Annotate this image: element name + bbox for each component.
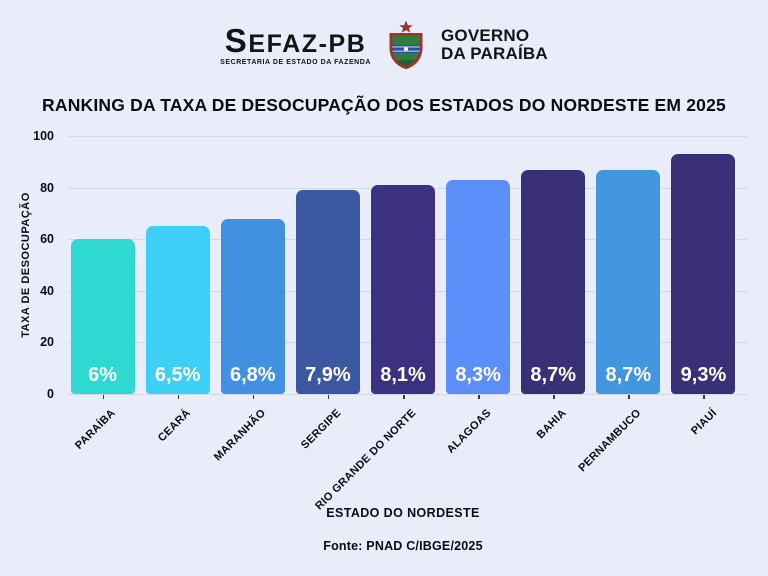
sefaz-pb-subtitle: SECRETARIA DE ESTADO DA FAZENDA [220, 59, 371, 66]
source-note: Fonte: PNAD C/IBGE/2025 [323, 539, 483, 553]
bar-value-paraiba: 6% [88, 364, 117, 386]
gridline-100 [68, 136, 747, 137]
x-tick-paraiba [102, 395, 105, 399]
x-tick-rio-grande-do-norte [403, 395, 405, 399]
bar-value-rio-grande-do-norte: 8,1% [380, 364, 426, 386]
x-tick-bahia [553, 395, 555, 399]
x-axis-title: ESTADO DO NORDESTE [326, 506, 480, 520]
bar-maranhao [220, 218, 285, 394]
x-tick-maranhao [252, 395, 255, 399]
bar-bahia [521, 169, 586, 394]
x-tick-ceara [177, 395, 180, 399]
paraiba-coat-of-arms-icon [389, 20, 423, 70]
x-label-bahia: BAHIA [534, 407, 569, 442]
governo-line2: DA PARAÍBA [441, 44, 548, 63]
bar-ceara [145, 226, 210, 394]
y-tick-label-20: 20 [40, 335, 54, 350]
bar-piaui [671, 154, 736, 394]
bar-alagoas [446, 179, 511, 394]
sefaz-pb-logo: SEFAZ-PB SECRETARIA DE ESTADO DA FAZENDA [220, 24, 371, 66]
sefaz-pb-wordmark: SEFAZ-PB [224, 22, 367, 59]
x-label-pernambuco: PERNAMBUCO [576, 407, 644, 475]
x-label-maranhao: MARANHÃO [211, 407, 269, 464]
bar-rio-grande-do-norte [371, 185, 435, 394]
x-label-sergipe: SERGIPE [298, 407, 344, 452]
header: SEFAZ-PB SECRETARIA DE ESTADO DA FAZENDA… [0, 20, 768, 70]
x-tick-piaui [703, 395, 705, 399]
y-tick-label-40: 40 [40, 283, 54, 298]
x-label-piaui: PIAUÍ [688, 407, 719, 438]
bar-sergipe [295, 190, 360, 394]
governo-line1: GOVERNO [441, 26, 530, 46]
bar-value-piaui: 9,3% [680, 364, 727, 386]
y-tick-label-0: 0 [47, 387, 54, 401]
governo-da-paraiba-wordmark: GOVERNO DA PARAÍBA [441, 27, 548, 63]
x-tick-pernambuco [628, 395, 630, 399]
bar-value-maranhao: 6,8% [229, 364, 276, 386]
bar-value-bahia: 8,7% [530, 364, 577, 386]
y-axis-title: TAXA DE DESOCUPAÇÃO [20, 192, 32, 338]
bar-value-alagoas: 8,3% [455, 364, 501, 386]
bar-pernambuco [596, 169, 661, 394]
x-tick-sergipe [327, 395, 330, 399]
gridline-0 [68, 394, 747, 395]
x-label-alagoas: ALAGOAS [444, 407, 494, 456]
x-tick-alagoas [478, 395, 480, 399]
bar-value-pernambuco: 8,7% [605, 364, 652, 386]
y-tick-label-80: 80 [40, 180, 54, 195]
y-tick-label-100: 100 [33, 129, 54, 143]
bar-value-ceara: 6,5% [154, 364, 201, 386]
bar-paraiba [70, 239, 135, 394]
chart-title: RANKING DA TAXA DE DESOCUPAÇÃO DOS ESTAD… [42, 95, 726, 115]
bar-value-sergipe: 7,9% [305, 364, 351, 386]
y-tick-label-60: 60 [40, 232, 54, 247]
